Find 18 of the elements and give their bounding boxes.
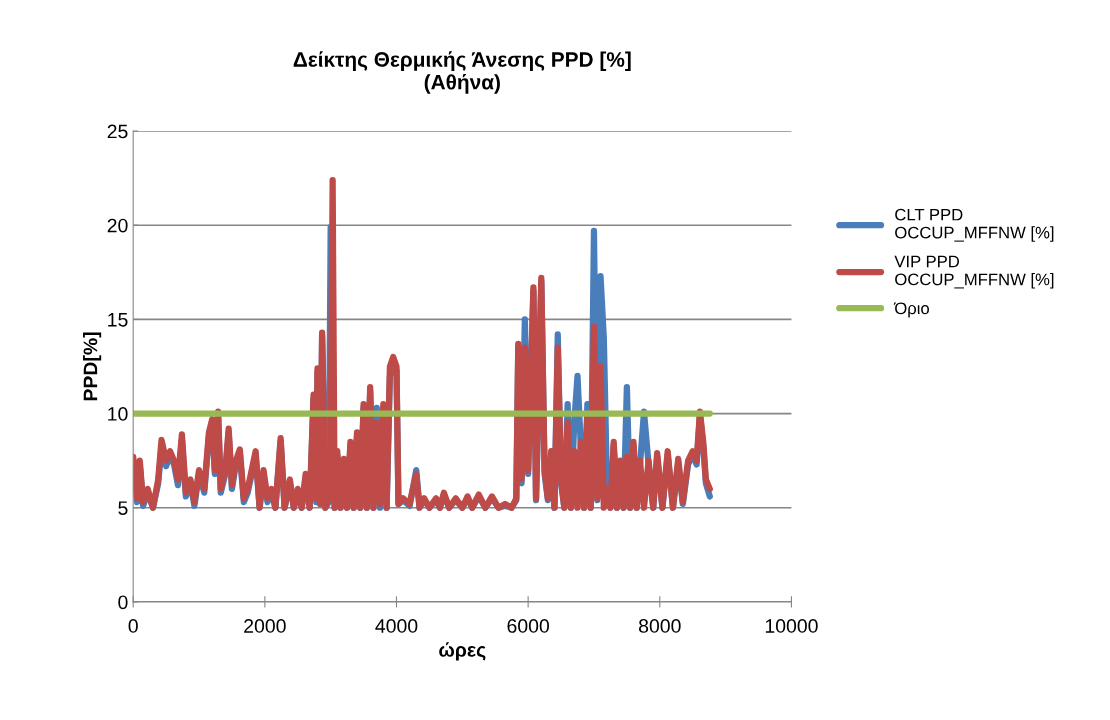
y-tick-label: 25 — [107, 124, 128, 139]
y-tick-label: 15 — [108, 313, 128, 327]
x-tick-label: 6000 — [507, 619, 550, 633]
x-tick-label: 8000 — [639, 619, 681, 633]
x-tick-label: 0 — [128, 619, 138, 633]
x-tick-label: 2000 — [244, 619, 286, 633]
y-tick-label: 5 — [118, 501, 128, 515]
x-tick-label: 4000 — [375, 619, 418, 633]
legend-label: Όριο — [893, 302, 929, 318]
y-tick-label: 0 — [118, 595, 128, 610]
y-tick-label: 10 — [108, 407, 128, 421]
x-axis-title: ώρες — [439, 642, 486, 661]
x-tick-label: 10000 — [765, 619, 818, 633]
y-axis-title: PPD[%] — [83, 332, 102, 401]
legend-label: VIP PPD OCCUP_MFFNW [%] — [894, 255, 1054, 289]
y-tick-label: 20 — [107, 218, 128, 233]
legend-label: CLT PPD OCCUP_MFFNW [%] — [895, 208, 1054, 242]
chart-title: Δείκτης Θερμικής Άνεσης PPD [%] (Αθήνα) — [293, 51, 631, 94]
